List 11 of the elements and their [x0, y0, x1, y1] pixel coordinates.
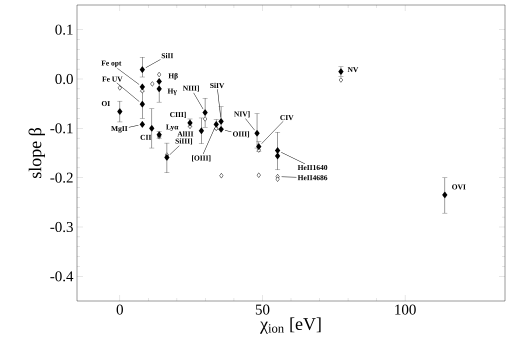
y-tick-label: -0.2: [50, 172, 73, 183]
y-tick-label: -0.1: [50, 123, 73, 134]
y-tick-label: 0.1: [55, 24, 73, 35]
x-tick-label: 0: [116, 304, 123, 315]
x-tick-label: 50: [256, 304, 270, 315]
y-tick-label: -0.4: [50, 271, 74, 282]
x-axis-title: χ$_{ion}$ [eV]: [260, 317, 321, 334]
y-tick-label: 0.0: [55, 74, 73, 84]
y-axis-title: slope β: [28, 128, 45, 178]
x-tick-label: 100: [395, 304, 416, 315]
y-tick-label: -0.3: [50, 222, 73, 232]
